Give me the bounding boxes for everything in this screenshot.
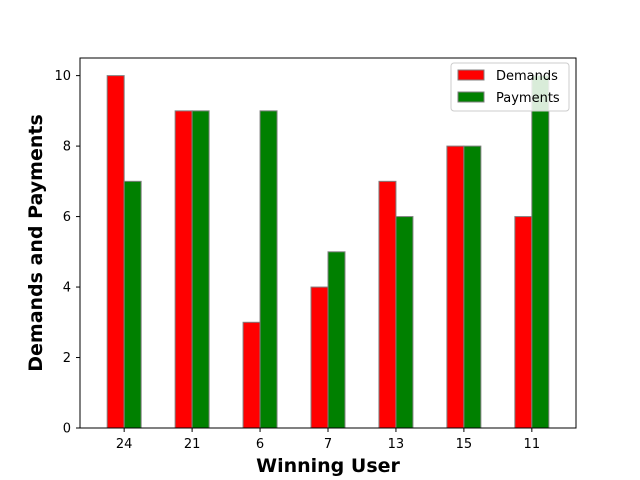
legend-swatch-payments: [457, 91, 485, 103]
x-tick-label: 11: [524, 437, 541, 452]
x-tick-label: 24: [116, 437, 133, 452]
bars-layer: [106, 75, 550, 429]
x-axis-ticks: 24 21 6 7 13 15 11: [116, 428, 540, 452]
y-tick-label: 6: [63, 210, 71, 225]
y-tick-label: 8: [63, 140, 71, 155]
legend: Demands Payments: [450, 62, 570, 112]
x-tick-label: 13: [388, 437, 405, 452]
bar-payments-13: [395, 216, 414, 429]
y-tick-label: 10: [54, 69, 71, 84]
bar-payments-15: [463, 145, 482, 429]
bar-demands-21: [174, 110, 193, 429]
bar-payments-6: [259, 110, 278, 429]
legend-label-demands: Demands: [496, 69, 558, 84]
bar-demands-7: [310, 286, 329, 429]
bar-payments-7: [327, 251, 346, 429]
bar-payments-24: [123, 180, 142, 429]
bar-demands-24: [106, 75, 125, 429]
x-tick-label: 21: [184, 437, 201, 452]
bar-demands-6: [242, 321, 261, 429]
y-axis-title: Demands and Payments: [25, 114, 47, 372]
x-tick-label: 7: [324, 437, 332, 452]
legend-swatch-demands: [457, 69, 485, 81]
bar-payments-21: [191, 110, 210, 429]
x-axis-title: Winning User: [256, 455, 400, 477]
bar-demands-15: [446, 145, 465, 429]
legend-label-payments: Payments: [496, 91, 560, 106]
y-tick-label: 2: [63, 351, 71, 366]
x-tick-label: 6: [256, 437, 264, 452]
bar-payments-11: [531, 75, 550, 429]
y-tick-label: 4: [63, 281, 71, 296]
y-tick-label: 0: [63, 422, 71, 437]
bar-demands-13: [378, 180, 397, 429]
y-axis-ticks: 0 2 4 6 8 10: [54, 69, 80, 437]
bar-demands-11: [514, 216, 533, 429]
x-tick-label: 15: [456, 437, 473, 452]
